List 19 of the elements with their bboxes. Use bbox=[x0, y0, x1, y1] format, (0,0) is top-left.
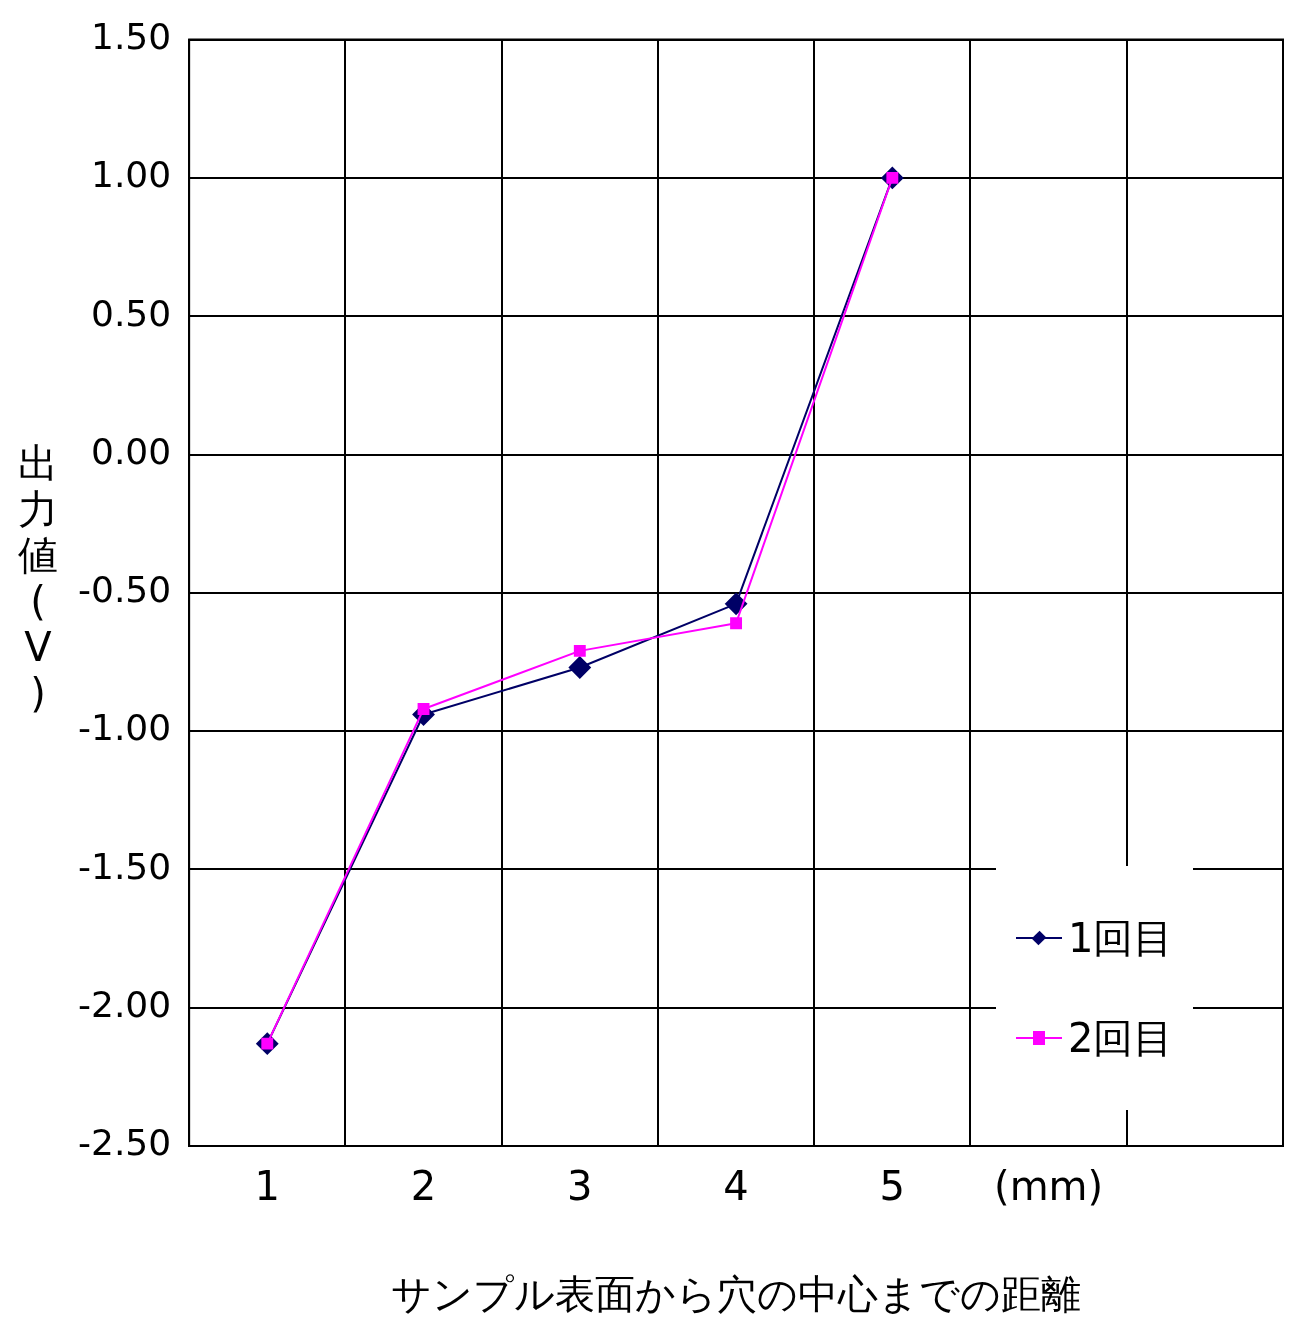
y-tick-label: -1.00 bbox=[77, 707, 172, 749]
x-tick-label: (mm) bbox=[994, 1163, 1104, 1210]
x-axis-title: サンプル表面から穴の中心までの距離 bbox=[391, 1271, 1082, 1318]
x-tick-label: 5 bbox=[879, 1163, 906, 1210]
y-tick-label: -0.50 bbox=[77, 569, 172, 611]
y-tick-label: -2.00 bbox=[77, 984, 172, 1026]
y-tick-label: 1.50 bbox=[90, 15, 172, 57]
y-tick-label: -1.50 bbox=[77, 845, 172, 887]
y-tick-label: -2.50 bbox=[77, 1122, 172, 1164]
x-tick-label: 4 bbox=[723, 1163, 749, 1210]
y-tick-label: 0.00 bbox=[90, 430, 172, 472]
legend-label: 2回目 bbox=[1068, 1013, 1174, 1063]
y-axis-title: 出力値(V) bbox=[17, 440, 59, 716]
x-tick-label: 2 bbox=[410, 1163, 437, 1210]
x-tick-label: 1 bbox=[254, 1163, 281, 1210]
legend-label: 1回目 bbox=[1068, 913, 1174, 963]
x-tick-label: 3 bbox=[567, 1163, 593, 1210]
y-tick-label: 1.00 bbox=[90, 154, 172, 196]
y-tick-label: 0.50 bbox=[90, 292, 172, 334]
